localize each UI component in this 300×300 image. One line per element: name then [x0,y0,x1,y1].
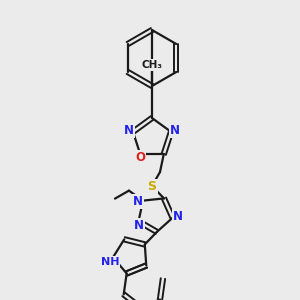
Text: O: O [135,151,145,164]
Text: NH: NH [101,257,119,267]
Text: N: N [170,124,180,137]
Text: N: N [172,210,183,223]
Text: N: N [134,219,144,232]
Text: S: S [148,179,157,193]
Text: N: N [124,124,134,137]
Text: CH₃: CH₃ [142,60,163,70]
Text: N: N [133,195,143,208]
